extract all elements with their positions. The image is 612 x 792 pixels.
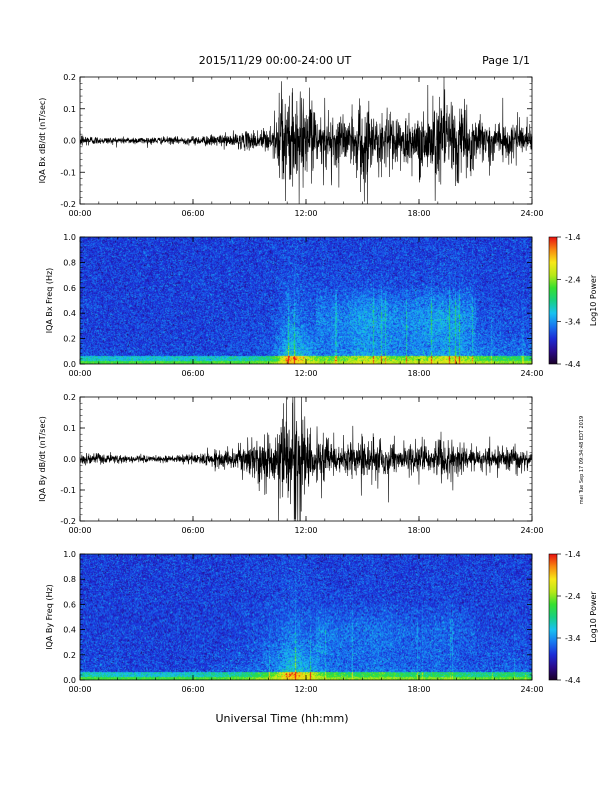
- by-colorbar-tick-label-2-4: -2.4: [565, 592, 581, 601]
- bx-waveform-xtick-label-00-00: 00:00: [68, 209, 91, 218]
- by-spectrogram-ytick-label-0-4: 0.4: [63, 626, 76, 635]
- by-colorbar-tick-label-1-4: -1.4: [565, 550, 581, 559]
- by-waveform-xtick-label-00-00: 00:00: [68, 526, 91, 535]
- by-waveform-xtick-label-12-00: 12:00: [294, 526, 317, 535]
- plot-title: 2015/11/29 00:00-24:00 UT: [199, 54, 352, 67]
- by-waveform-panel: 00:00 06:00 12:00 18:00 24:00 0.2 0.1 0.0 -0.1 -0…: [38, 393, 544, 535]
- bx-spectrogram-frame: [79, 236, 533, 365]
- bx-spectrogram-xtick-label-18-00: 18:00: [407, 369, 430, 378]
- by-waveform-trace: [79, 396, 533, 522]
- bx-colorbar-tick-label-1-4: -1.4: [565, 233, 581, 242]
- bx-spectrogram-ytick-label-0-0: 0.0: [63, 360, 76, 369]
- by-waveform-ytick-label-0-1: 0.1: [63, 424, 76, 433]
- bx-colorbar: -1.4 -2.4 -3.4 -4.4 Log10 Power: [548, 233, 598, 369]
- bx-spectrogram-image: [80, 237, 532, 364]
- by-spectrogram-ytick-label-0-6: 0.6: [63, 600, 76, 609]
- bx-waveform-trace: [79, 76, 533, 205]
- bx-waveform-panel: 00:00 06:00 12:00 18:00 24:00 0.2 0.1 0.0 -0.1 -0…: [38, 73, 544, 218]
- bx-colorbar-label: Log10 Power: [589, 274, 598, 326]
- bx-waveform-frame: [79, 76, 533, 205]
- by-spectrogram-ytick-label-0-2: 0.2: [63, 651, 76, 660]
- by-waveform-ytick-label-0-2: -0.2: [60, 517, 76, 526]
- by-waveform-ytick-label-0-0: 0.0: [63, 455, 76, 464]
- by-spectrogram-frame: [79, 553, 533, 681]
- by-spectrogram-ylabel: IQA By Freq (Hz): [45, 584, 54, 650]
- by-spectrogram-xtick-label-00-00: 00:00: [68, 685, 91, 694]
- bx-waveform-ytick-label-0-1: -0.1: [60, 168, 76, 177]
- bx-spectrogram-ylabel: IQA Bx Freq (Hz): [45, 268, 54, 334]
- by-waveform-xtick-label-24-00: 24:00: [520, 526, 543, 535]
- bx-spectrogram-xtick-label-12-00: 12:00: [294, 369, 317, 378]
- by-spectrogram-ytick-label-0-0: 0.0: [63, 676, 76, 685]
- bx-spectrogram-ytick-label-1-0: 1.0: [63, 233, 76, 242]
- by-waveform-ylabel: IQA By dB/dt (nT/sec): [38, 416, 47, 502]
- bx-spectrogram-ytick-label-0-4: 0.4: [63, 309, 76, 318]
- bx-waveform-ylabel: IQA Bx dB/dt (nT/sec): [38, 98, 47, 184]
- x-axis-title: Universal Time (hh:mm): [216, 712, 349, 725]
- by-colorbar-tick-label-4-4: -4.4: [565, 676, 581, 685]
- by-spectrogram-xtick-label-24-00: 24:00: [520, 685, 543, 694]
- bx-waveform-xtick-label-18-00: 18:00: [407, 209, 430, 218]
- bx-waveform-xtick-label-06-00: 06:00: [181, 209, 204, 218]
- bx-colorbar-tick-label-4-4: -4.4: [565, 360, 581, 369]
- by-spectrogram-xtick-label-18-00: 18:00: [407, 685, 430, 694]
- bx-waveform-ytick-label-0-1: 0.1: [63, 105, 76, 114]
- by-colorbar-label: Log10 Power: [589, 591, 598, 643]
- by-spectrogram-panel: 00:00 06:00 12:00 18:00 24:00 1.0 0.8 0.6 0.4 0.2…: [45, 550, 598, 694]
- bx-colorbar-tick-label-3-4: -3.4: [565, 318, 581, 327]
- page-label: Page 1/1: [482, 54, 530, 67]
- bx-spectrogram-xtick-label-00-00: 00:00: [68, 369, 91, 378]
- by-waveform-ytick-label-0-2: 0.2: [63, 393, 76, 402]
- bx-spectrogram-panel: 00:00 06:00 12:00 18:00 24:00 1.0 0.8 0.6 0.4 0.2…: [45, 233, 598, 378]
- bx-spectrogram-xtick-label-24-00: 24:00: [520, 369, 543, 378]
- bx-colorbar-tick-label-2-4: -2.4: [565, 275, 581, 284]
- by-waveform-ytick-label-0-1: -0.1: [60, 486, 76, 495]
- by-colorbar: -1.4 -2.4 -3.4 -4.4 Log10 Power: [548, 550, 598, 685]
- bx-waveform-ytick-label-0-2: -0.2: [60, 200, 76, 209]
- by-spectrogram-image: [80, 554, 532, 680]
- creation-stamp: mei Tue Sep 17 09:34:48 EDT 2019: [579, 416, 585, 504]
- by-spectrogram-ytick-label-1-0: 1.0: [63, 550, 76, 559]
- bx-spectrogram-xtick-label-06-00: 06:00: [181, 369, 204, 378]
- by-waveform-xtick-label-18-00: 18:00: [407, 526, 430, 535]
- bx-waveform-ytick-label-0-0: 0.0: [63, 137, 76, 146]
- bx-waveform-xtick-label-12-00: 12:00: [294, 209, 317, 218]
- by-spectrogram-xtick-label-12-00: 12:00: [294, 685, 317, 694]
- bx-spectrogram-ytick-label-0-6: 0.6: [63, 284, 76, 293]
- by-waveform-frame: [79, 396, 533, 522]
- by-waveform-xtick-label-06-00: 06:00: [181, 526, 204, 535]
- by-colorbar-gradient: [548, 553, 558, 681]
- bx-waveform-ytick-label-0-2: 0.2: [63, 73, 76, 82]
- bx-spectrogram-ytick-label-0-8: 0.8: [63, 258, 76, 267]
- bx-spectrogram-ytick-label-0-2: 0.2: [63, 335, 76, 344]
- bx-colorbar-gradient: [548, 236, 558, 365]
- by-spectrogram-ytick-label-0-8: 0.8: [63, 575, 76, 584]
- bx-waveform-xtick-label-24-00: 24:00: [520, 209, 543, 218]
- by-colorbar-tick-label-3-4: -3.4: [565, 634, 581, 643]
- by-spectrogram-xtick-label-06-00: 06:00: [181, 685, 204, 694]
